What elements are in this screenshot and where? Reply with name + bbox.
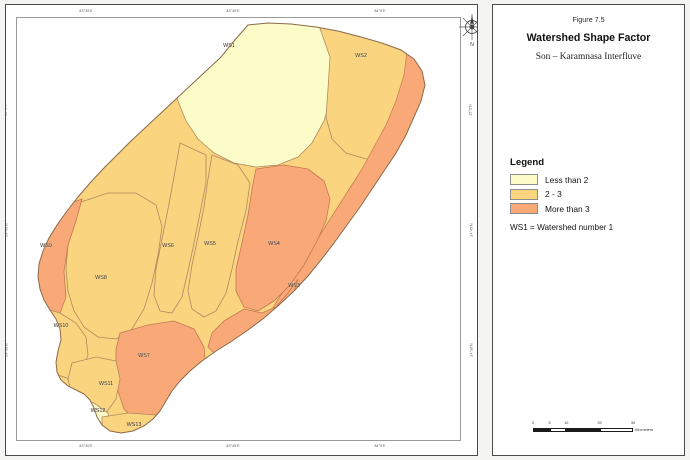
ws-label: WS4	[268, 241, 280, 247]
ws-label: WS7	[138, 353, 150, 359]
legend: Legend Less than 2 2 - 3 More than 3 WS1…	[510, 157, 670, 232]
north-arrow-icon: N	[459, 14, 477, 47]
legend-item-more-than-3[interactable]: More than 3	[510, 203, 670, 214]
graticule-label-right-1: 25°0'N	[468, 104, 473, 116]
scale-bar-graphic: Kilometers	[533, 428, 653, 432]
map-frame: WS1 WS2 WS3 WS4 WS5 WS6 WS7 WS8 WS9 WS10…	[5, 4, 478, 456]
legend-note: WS1 = Watershed number 1	[510, 223, 614, 232]
legend-swatch-less-than-2	[510, 174, 538, 185]
graticule-label-top-3: 84°0'E	[374, 9, 386, 13]
ws-label: WS3	[288, 283, 300, 289]
ws-label: WS1	[223, 43, 235, 49]
watershed-labels: WS1 WS2 WS3 WS4 WS5 WS6 WS7 WS8 WS9 WS10…	[40, 43, 367, 429]
watershed-map[interactable]: WS1 WS2 WS3 WS4 WS5 WS6 WS7 WS8 WS9 WS10…	[16, 17, 461, 441]
legend-label: More than 3	[545, 203, 590, 214]
scale-tick: 30	[630, 421, 636, 425]
graticule-label-bottom-1: 83°30'E	[79, 444, 93, 448]
ws-label: WS2	[355, 53, 367, 59]
scale-segment	[533, 428, 550, 432]
ws-label: WS10	[54, 323, 69, 329]
polygon-ws5	[187, 154, 251, 318]
figure-subtitle: Son – Karamnasa Interfluve	[535, 52, 642, 62]
legend-item-2-to-3[interactable]: 2 - 3	[510, 188, 670, 200]
scale-bar: 0 5 10 20 30 Kilometers	[531, 421, 663, 432]
scale-bar-unit: Kilometers	[635, 428, 653, 432]
legend-label: 2 - 3	[545, 189, 562, 199]
ws-label: WS12	[91, 408, 106, 414]
figure-title: Watershed Shape Factor	[526, 32, 651, 44]
ws-label: WS13	[127, 422, 142, 428]
basin-outline	[37, 22, 426, 434]
scale-segment	[549, 428, 567, 432]
graticule-label-bottom-2: 83°45'E	[226, 444, 240, 448]
ws-label: WS6	[162, 243, 174, 249]
legend-title: Legend	[510, 157, 545, 168]
legend-swatch-more-than-3	[510, 203, 538, 214]
graticule-label-top-1: 83°30'E	[79, 9, 93, 13]
graticule-label-left-1: 25°0'N	[5, 104, 8, 116]
figure-number: Figure 7.5	[572, 15, 605, 24]
scale-segment	[599, 428, 633, 432]
graticule-label-left-3: 24°30'N	[5, 343, 9, 357]
graticule-label-top-2: 83°45'E	[226, 9, 240, 13]
ws-label: WS11	[99, 381, 113, 387]
graticule-label-bottom-3: 84°0'E	[374, 444, 386, 448]
ws-label: WS5	[204, 241, 216, 247]
ws-label: WS8	[95, 275, 107, 281]
scale-tick: 0	[531, 421, 535, 425]
scale-tick: 5	[548, 421, 551, 425]
scale-segment	[566, 428, 600, 432]
scale-tick: 10	[564, 421, 569, 425]
polygon-ws4	[235, 164, 331, 312]
legend-swatch-2-to-3	[510, 188, 538, 200]
graticule-label-right-3: 24°30'N	[469, 343, 474, 357]
legend-label: Less than 2	[545, 174, 589, 185]
north-arrow-label: N	[470, 42, 474, 47]
scale-bar-ticks: 0 5 10 20 30	[531, 421, 663, 428]
polygon-ws6	[153, 142, 207, 314]
graticule-label-right-2: 24°45'N	[469, 223, 474, 237]
graticule-label-left-2: 24°45'N	[5, 223, 9, 237]
ws-label: WS9	[40, 243, 52, 249]
legend-item-less-than-2[interactable]: Less than 2	[510, 174, 670, 185]
legend-panel: Figure 7.5 Watershed Shape Factor Son – …	[492, 4, 685, 456]
map-neatline	[16, 17, 461, 441]
scale-tick: 20	[597, 421, 602, 425]
